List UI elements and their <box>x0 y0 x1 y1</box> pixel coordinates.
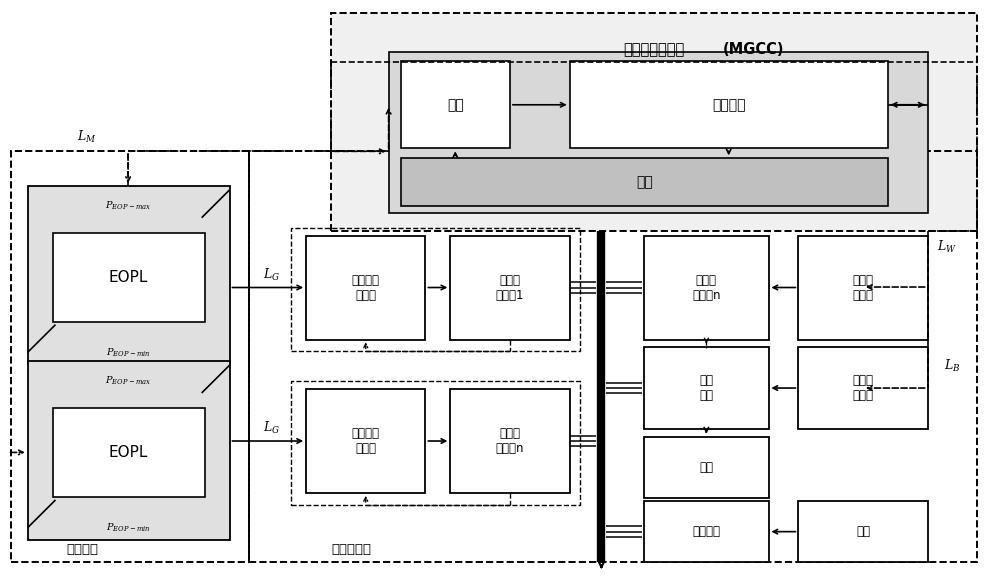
Text: 柴油机控
制单元: 柴油机控 制单元 <box>352 427 380 455</box>
Text: 逆变
模块: 逆变 模块 <box>699 374 713 402</box>
Bar <box>644 501 769 563</box>
Text: 储能: 储能 <box>699 461 713 474</box>
Bar <box>798 235 928 339</box>
Bar <box>798 347 928 429</box>
Text: $P_{EOP-max}$: $P_{EOP-max}$ <box>105 375 151 387</box>
Text: 微电网中央控制: 微电网中央控制 <box>624 42 685 57</box>
Text: EOPL: EOPL <box>109 445 148 460</box>
Bar <box>53 233 205 321</box>
Text: 负荷: 负荷 <box>856 525 870 538</box>
Text: 独立微电网: 独立微电网 <box>331 543 371 556</box>
Text: 功率分配: 功率分配 <box>712 98 745 112</box>
Text: $L_M$: $L_M$ <box>77 129 97 144</box>
Text: $P_{EOP-max}$: $P_{EOP-max}$ <box>105 200 151 212</box>
Bar <box>644 235 769 339</box>
Text: $P_{EOP-min}$: $P_{EOP-min}$ <box>106 522 150 534</box>
Bar <box>249 151 977 563</box>
Bar <box>331 13 977 231</box>
Text: 通信: 通信 <box>636 175 653 189</box>
Text: (MGCC): (MGCC) <box>723 42 784 57</box>
Bar <box>644 437 769 498</box>
Bar <box>28 361 230 539</box>
Bar <box>306 235 425 339</box>
Text: $L_G$: $L_G$ <box>263 419 280 436</box>
Text: 对等控制: 对等控制 <box>66 543 98 556</box>
Text: $P_{EOP-min}$: $P_{EOP-min}$ <box>106 346 150 359</box>
Text: $L_B$: $L_B$ <box>944 358 961 374</box>
Text: 电池控
制单元: 电池控 制单元 <box>852 374 873 402</box>
Text: EOPL: EOPL <box>109 269 148 284</box>
Bar <box>570 61 888 148</box>
Text: 柴油机控
制单元: 柴油机控 制单元 <box>352 273 380 302</box>
Bar <box>28 186 230 364</box>
Bar <box>389 53 928 213</box>
Text: 柴油发
电机组n: 柴油发 电机组n <box>496 427 524 455</box>
Text: 负荷控制: 负荷控制 <box>692 525 720 538</box>
Bar <box>306 389 425 493</box>
Text: $L_W$: $L_W$ <box>937 239 958 256</box>
Bar <box>644 347 769 429</box>
Bar <box>291 381 580 505</box>
Text: 风机控
制单元: 风机控 制单元 <box>852 273 873 302</box>
Bar <box>450 235 570 339</box>
Text: 柴油发
电机组1: 柴油发 电机组1 <box>496 273 524 302</box>
Bar <box>798 501 928 563</box>
Bar <box>11 151 249 563</box>
Bar <box>401 158 888 206</box>
Bar <box>53 408 205 497</box>
Text: 采集: 采集 <box>447 98 464 112</box>
Bar <box>450 389 570 493</box>
Text: 风力发
电机组n: 风力发 电机组n <box>692 273 721 302</box>
Bar <box>291 227 580 351</box>
Bar <box>401 61 510 148</box>
Text: $L_G$: $L_G$ <box>263 267 280 283</box>
